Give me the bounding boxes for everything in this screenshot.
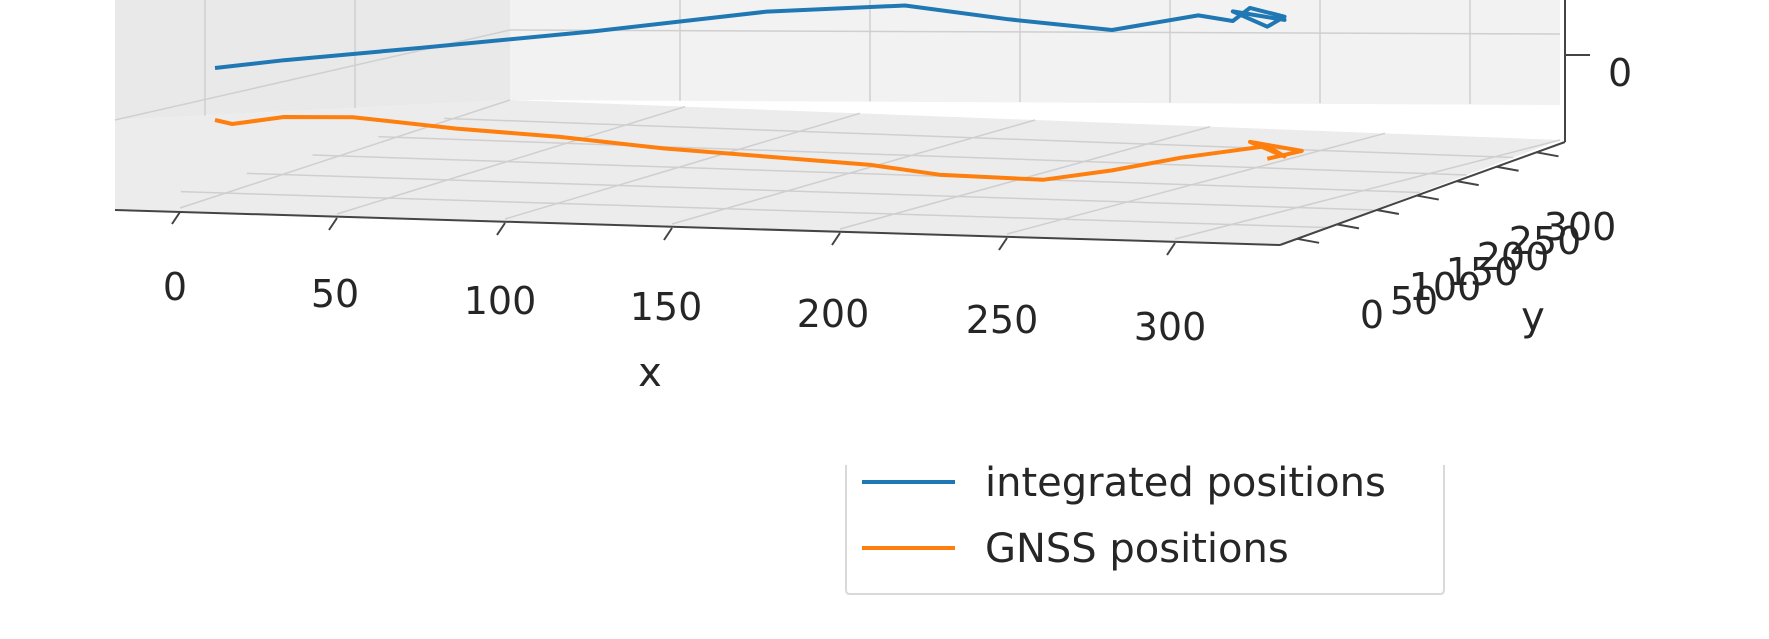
- x-axis-label: x: [638, 350, 662, 396]
- axis-lines: [114, 0, 1590, 246]
- axes-panes: [115, 0, 1560, 245]
- x-tick-mark-3: [663, 227, 673, 241]
- y-tick-mark-1: [1336, 223, 1360, 230]
- grid-lines: [114, 0, 1561, 240]
- y-tick-mark-0: [1296, 237, 1320, 244]
- y-tick-label-4: 200: [1477, 235, 1550, 279]
- legend-box: [845, 465, 1445, 595]
- series-layer: [214, 3, 1304, 182]
- legend: integrated positions GNSS positions: [845, 460, 1445, 595]
- side-pane: [115, 0, 510, 120]
- legend-label-integrated: integrated positions: [985, 460, 1386, 506]
- x-tick-label-1: 50: [311, 272, 359, 316]
- legend-label-gnss: GNSS positions: [985, 526, 1289, 572]
- y-tick-label-6: 300: [1544, 205, 1617, 249]
- x-axis-ticks: 0 50 100 150 200 250 300: [163, 211, 1207, 349]
- x-tick-mark-5: [998, 237, 1008, 251]
- grid-floor-y-3: [312, 154, 1421, 194]
- grid-floor-y-4: [378, 135, 1467, 176]
- grid-floor-y-1: [180, 190, 1327, 229]
- grid-floor-y-5: [444, 117, 1514, 159]
- x-tick-label-6: 300: [1134, 305, 1207, 349]
- series-line-1: [214, 115, 1304, 182]
- x-tick-label-0: 0: [163, 265, 187, 309]
- y-tick-label-5: 250: [1509, 219, 1582, 263]
- x-tick-label-4: 200: [797, 292, 870, 336]
- y-tick-label-0: 0: [1360, 293, 1384, 337]
- y-tick-mark-5: [1496, 165, 1519, 172]
- x-tick-label-3: 150: [630, 285, 703, 329]
- y-axis-label: y: [1521, 294, 1545, 340]
- y-tick-label-2: 100: [1409, 265, 1482, 309]
- x-tick-label-2: 100: [464, 279, 537, 323]
- back-pane: [510, 0, 1560, 105]
- grid-back-h: [509, 29, 1561, 35]
- y-tick-mark-4: [1456, 180, 1479, 187]
- y-tick-mark-6: [1536, 151, 1559, 158]
- x-tick-mark-6: [1166, 242, 1176, 256]
- x-tick-mark-1: [328, 217, 338, 231]
- x-tick-label-5: 250: [966, 298, 1039, 342]
- y-tick-label-1: 50: [1390, 279, 1438, 323]
- x-tick-mark-0: [171, 211, 181, 225]
- y-tick-mark-2: [1376, 208, 1400, 215]
- grid-floor-y-2: [246, 172, 1374, 211]
- y-tick-mark-3: [1416, 194, 1439, 201]
- y-tick-label-3: 150: [1446, 250, 1519, 294]
- x-axis-line: [114, 209, 1281, 246]
- x-tick-mark-4: [831, 232, 841, 246]
- x-tick-mark-2: [496, 222, 506, 236]
- series-line-0: [214, 3, 1287, 70]
- z-tick-label-0: 0: [1608, 51, 1632, 95]
- y-axis-line: [1279, 141, 1566, 246]
